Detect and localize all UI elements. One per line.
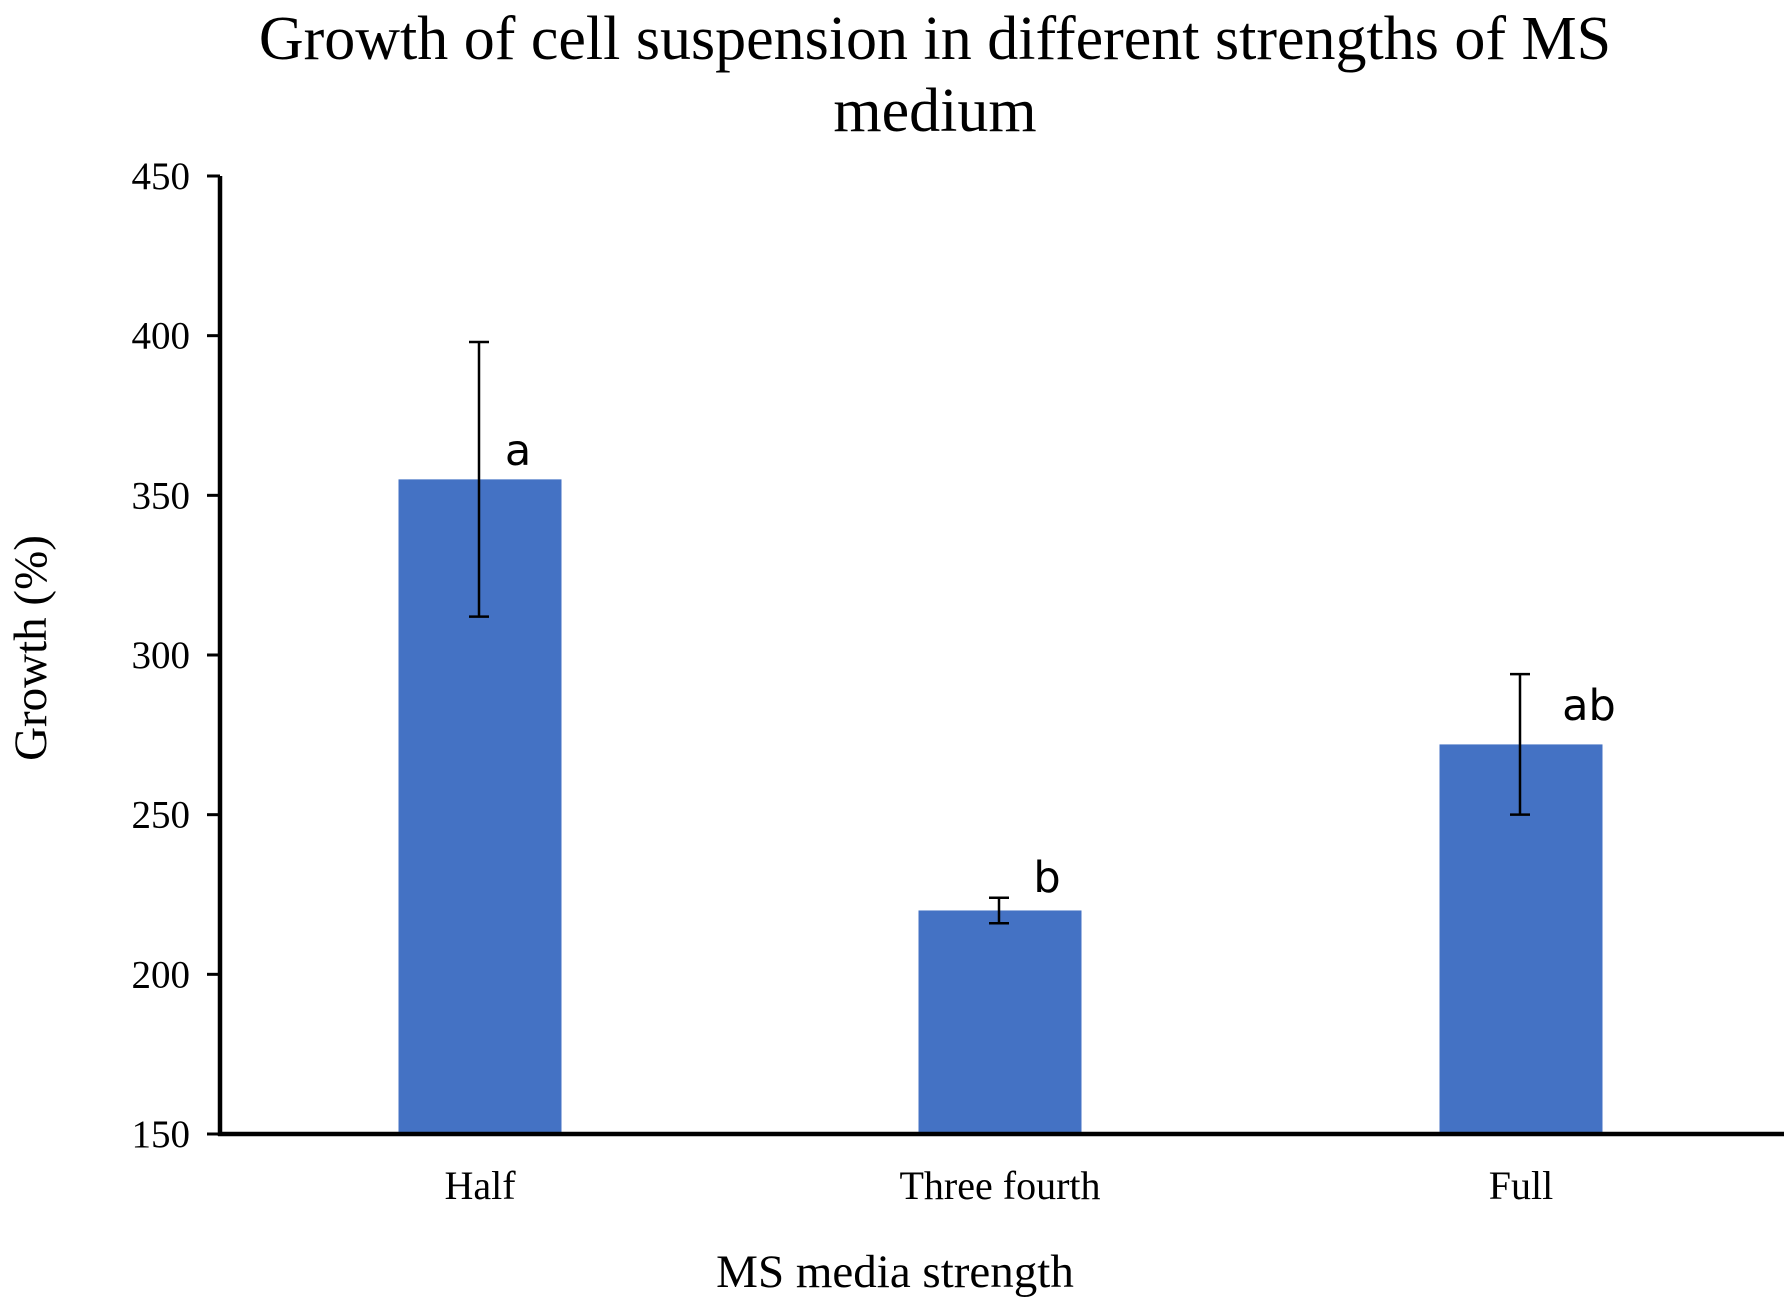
- y-tick-label: 150: [132, 1113, 191, 1156]
- x-category-label: Full: [1489, 1163, 1553, 1208]
- x-category-label: Three fourth: [899, 1163, 1100, 1208]
- significance-label: a: [505, 426, 531, 476]
- chart-title-line-1: Growth of cell suspension in different s…: [258, 5, 1612, 73]
- significance-label: b: [1033, 853, 1060, 903]
- chart-title-line-2: medium: [833, 77, 1037, 145]
- y-tick-label: 250: [132, 794, 191, 837]
- y-tick-label: 450: [132, 155, 191, 198]
- y-tick-label: 300: [132, 634, 191, 677]
- y-axis-title: Growth (%): [5, 535, 57, 761]
- significance-label: ab: [1562, 681, 1616, 731]
- y-tick-label: 400: [132, 315, 191, 358]
- x-category-label: Half: [444, 1163, 516, 1208]
- y-tick-label: 350: [132, 474, 191, 517]
- y-tick-label: 200: [132, 953, 191, 996]
- x-axis-title: MS media strength: [716, 1246, 1074, 1298]
- bar-three-fourth: [918, 910, 1082, 1134]
